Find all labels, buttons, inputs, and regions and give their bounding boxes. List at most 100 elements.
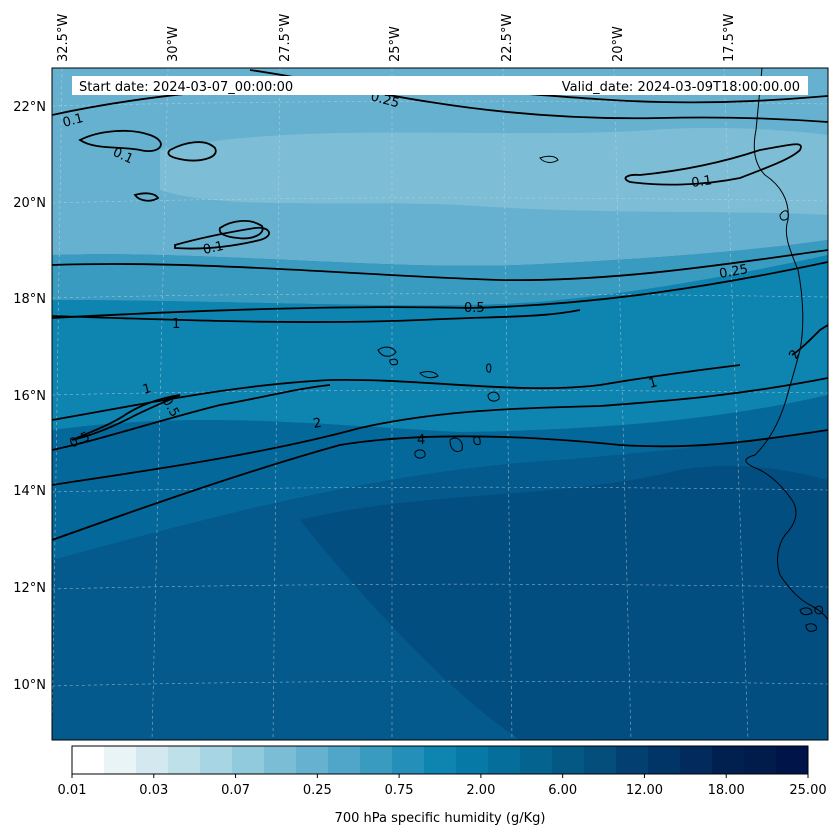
lat-label-10n: 10°N [13, 678, 46, 693]
colorbar-cell [136, 746, 169, 774]
lon-label-30w: 30°W [166, 26, 181, 62]
cape-verde-5 [487, 391, 500, 402]
contour-0-25-mid [52, 249, 828, 282]
map-frame [51, 67, 829, 741]
colorbar-cells [72, 746, 809, 774]
colorbar-tick-label: 0.07 [221, 783, 250, 798]
latitude-labels: 22°N 20°N 18°N 16°N 14°N 12°N 10°N [13, 100, 46, 693]
cape-verde-4 [486, 363, 492, 373]
valid-date-text: Valid_date: 2024-03-09T18:00:00.00 [562, 80, 800, 95]
canary-island-2 [539, 155, 559, 163]
colorbar-tick-label: 12.00 [626, 783, 663, 798]
cape-verde-7 [414, 449, 426, 459]
lon-label-27-5w: 27.5°W [278, 14, 293, 62]
contour-label-1-b: 1 [141, 381, 153, 398]
cape-verde-6 [449, 437, 463, 453]
colorbar-cell [264, 746, 297, 774]
bijagos-2 [805, 623, 817, 632]
lon-label-20w: 20°W [611, 26, 626, 62]
contour-0-1-east [624, 143, 802, 186]
contour-0-5-loop [71, 394, 181, 441]
lat-label-20n: 20°N [13, 196, 46, 211]
lat-label-12n: 12°N [13, 581, 46, 596]
colorbar-cell [392, 746, 425, 774]
longitude-labels: 32.5°W 30°W 27.5°W 25°W 22.5°W 20°W 17.5… [56, 14, 737, 62]
contour-0-1-low [174, 226, 270, 250]
info-bar-background [72, 76, 808, 95]
colorbar-cell [104, 746, 137, 774]
contour-4 [52, 429, 828, 541]
colorbar-cell [776, 746, 809, 774]
colorbar-cell [552, 746, 585, 774]
canary-island-1 [779, 210, 789, 221]
field-band-1 [52, 240, 828, 306]
field-dry-light [160, 127, 828, 215]
africa-coast [745, 68, 828, 621]
colorbar-tick-label: 0.03 [139, 783, 168, 798]
contour-dry-cell-1 [167, 141, 217, 162]
contour-dry-cell-2 [218, 220, 264, 240]
colorbar-cell [328, 746, 361, 774]
colorbar-cell [584, 746, 617, 774]
colorbar-title: 700 hPa specific humidity (g/Kg) [335, 811, 546, 826]
info-bar: Start date: 2024-03-07_00:00:00 Valid_da… [72, 76, 808, 95]
lat-label-22n: 22°N [13, 100, 46, 115]
contour-label-0-5-a: 0.5 [464, 301, 485, 316]
colorbar-cell [232, 746, 265, 774]
bijagos-1 [799, 607, 813, 616]
colorbar-tick-label: 25.00 [789, 783, 826, 798]
colorbar-cell [424, 746, 457, 774]
lat-label-14n: 14°N [13, 484, 46, 499]
colorbar-tick-label: 2.00 [466, 783, 495, 798]
colorbar-cell [488, 746, 521, 774]
lon-label-22-5w: 22.5°W [500, 14, 515, 62]
colorbar-ticks: 0.01 0.03 0.07 0.25 0.75 2.00 6.00 12.00 18.00 25… [58, 774, 827, 798]
cape-verde-8 [473, 436, 481, 446]
contour-1 [52, 309, 581, 323]
colorbar-cell [680, 746, 713, 774]
bijagos-3 [814, 605, 823, 615]
colorbar-tick-label: 18.00 [708, 783, 745, 798]
contour-label-1-a: 1 [172, 317, 180, 332]
lat-label-16n: 16°N [13, 389, 46, 404]
colorbar-tick-label: 0.75 [385, 783, 414, 798]
cape-verde-1 [377, 346, 397, 357]
humidity-field-map[interactable]: 0.1 0.1 0.1 0.1 0.25 0.25 0.5 1 1 0.5 0.… [52, 68, 828, 740]
colorbar-cell [200, 746, 233, 774]
cape-verde-3 [419, 371, 439, 379]
lon-label-17-5w: 17.5°W [722, 14, 737, 62]
contour-label-0-1-c: 0.1 [690, 173, 713, 191]
field-moist-1 [52, 395, 828, 560]
coastline [377, 68, 828, 632]
contour-label-4: 4 [417, 433, 425, 448]
colorbar-cell [520, 746, 553, 774]
colorbar-cell [744, 746, 777, 774]
contour-dry-cell-3 [133, 192, 160, 202]
contour-2 [52, 377, 828, 486]
colorbar: 0.01 0.03 0.07 0.25 0.75 2.00 6.00 12.00 18.00 25… [58, 745, 827, 826]
field-moist-3 [300, 465, 828, 740]
colorbar-tick-label: 0.01 [58, 783, 87, 798]
contour-label-0-1-d: 0.1 [202, 239, 225, 258]
colorbar-frame [71, 745, 809, 775]
contour-right-edge [791, 324, 828, 356]
contour-label-0-25-b: 0.25 [718, 262, 749, 282]
colorbar-tick-label: 0.25 [303, 783, 332, 798]
contour-0-1-west [78, 130, 162, 152]
lon-label-25w: 25°W [388, 26, 403, 62]
contour-label-1-c: 1 [647, 375, 659, 392]
contour-label-0-1-a: 0.1 [61, 111, 85, 131]
colorbar-cell [360, 746, 393, 774]
colorbar-cell [296, 746, 329, 774]
colorbar-tick-label: 6.00 [548, 783, 577, 798]
start-date-text: Start date: 2024-03-07_00:00:00 [79, 80, 293, 95]
colorbar-cell [72, 746, 105, 774]
lat-label-18n: 18°N [13, 292, 46, 307]
colorbar-cell [648, 746, 681, 774]
colorbar-cell [168, 746, 201, 774]
colorbar-cell [712, 746, 745, 774]
contour-0-5 [52, 261, 828, 319]
colorbar-cell [616, 746, 649, 774]
contour-0-5-low [52, 384, 331, 451]
cape-verde-2 [389, 358, 398, 366]
